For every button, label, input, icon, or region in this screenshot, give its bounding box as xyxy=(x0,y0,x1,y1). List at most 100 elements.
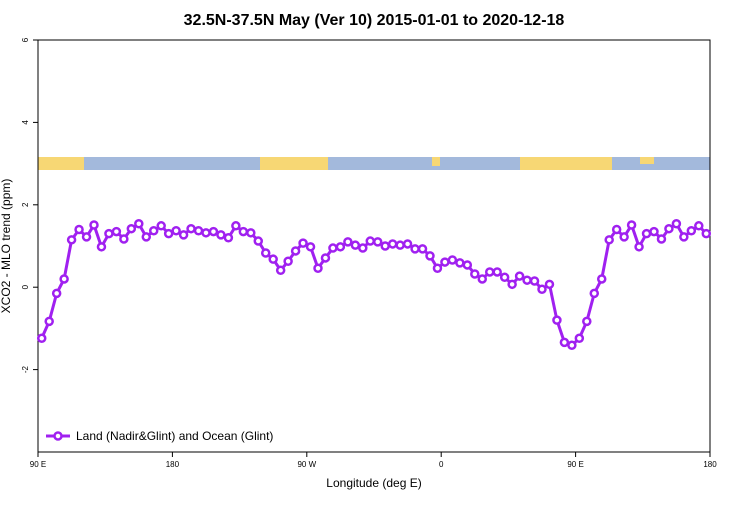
data-point xyxy=(223,233,234,243)
data-point xyxy=(372,237,383,247)
data-point xyxy=(358,243,368,253)
data-point xyxy=(701,228,712,239)
y-tick-label: 6 xyxy=(21,37,30,42)
data-point xyxy=(148,226,159,236)
map-strip xyxy=(38,157,710,170)
data-point xyxy=(275,265,286,276)
data-point xyxy=(313,263,323,273)
legend-label: Land (Nadir&Glint) and Ocean (Glint) xyxy=(76,429,273,443)
data-point xyxy=(641,228,652,239)
data-point xyxy=(470,269,480,279)
data-point xyxy=(111,226,122,237)
data-point xyxy=(36,333,47,344)
data-point xyxy=(499,272,510,283)
data-point xyxy=(679,232,689,242)
data-point xyxy=(582,316,592,327)
data-point xyxy=(171,226,181,236)
data-point xyxy=(544,279,555,290)
data-point xyxy=(290,246,301,256)
chart-title: 32.5N-37.5N May (Ver 10) 2015-01-01 to 2… xyxy=(184,12,565,29)
legend-marker xyxy=(53,431,63,441)
data-point xyxy=(104,228,114,239)
x-tick-label: 0 xyxy=(439,460,444,469)
data-point xyxy=(596,274,607,284)
data-point xyxy=(507,279,517,290)
data-point xyxy=(432,263,443,273)
data-point xyxy=(634,242,644,252)
data-point xyxy=(410,244,420,254)
data-point xyxy=(455,258,465,268)
data-point xyxy=(664,223,674,234)
data-point xyxy=(619,232,629,242)
x-axis-label: Longitude (deg E) xyxy=(326,476,421,490)
data-point xyxy=(201,228,211,238)
data-point xyxy=(387,239,398,249)
data-point xyxy=(305,242,316,252)
data-point xyxy=(268,254,278,264)
x-tick-label: 180 xyxy=(166,460,180,469)
data-point xyxy=(395,240,405,250)
data-point xyxy=(238,226,249,237)
data-point xyxy=(604,235,614,245)
data-point xyxy=(656,234,667,244)
x-tick-label: 180 xyxy=(703,460,717,469)
data-point xyxy=(283,256,293,266)
data-point xyxy=(462,260,473,270)
data-point xyxy=(96,242,107,252)
y-tick-label: 2 xyxy=(21,202,30,207)
data-point xyxy=(440,257,450,267)
data-point xyxy=(141,232,152,242)
data-point xyxy=(350,240,361,250)
data-point xyxy=(126,223,137,234)
data-point xyxy=(163,228,174,239)
data-point xyxy=(574,333,585,344)
data-point xyxy=(74,224,84,235)
data-point xyxy=(193,226,204,236)
data-point xyxy=(253,236,264,246)
data-point xyxy=(589,288,600,299)
data-point xyxy=(59,274,69,284)
data-point xyxy=(567,340,577,351)
data-point xyxy=(216,230,226,240)
data-point xyxy=(343,237,353,247)
x-tick-label: 90 E xyxy=(567,460,583,469)
data-point xyxy=(484,267,495,277)
data-point xyxy=(51,288,62,299)
data-point xyxy=(626,220,637,230)
data-point xyxy=(298,238,308,248)
data-point xyxy=(66,235,77,245)
data-point xyxy=(694,221,704,231)
data-point xyxy=(514,271,525,281)
data-point xyxy=(231,221,241,231)
x-tick-label: 90 E xyxy=(30,460,46,469)
data-point xyxy=(402,239,413,249)
data-point xyxy=(380,241,390,251)
data-point xyxy=(447,255,458,265)
data-point xyxy=(89,220,99,230)
data-point xyxy=(649,226,659,237)
data-point xyxy=(178,230,189,240)
data-point xyxy=(186,223,196,234)
data-point xyxy=(671,219,682,229)
data-point xyxy=(119,234,129,244)
data-point xyxy=(328,243,338,253)
data-point xyxy=(417,244,428,254)
data-point xyxy=(320,253,331,263)
data-point xyxy=(156,221,166,231)
y-axis-label: XCO2 - MLO trend (ppm) xyxy=(0,179,13,314)
data-point xyxy=(537,284,547,295)
plot-frame xyxy=(37,39,711,453)
data-point xyxy=(208,226,219,237)
data-point xyxy=(477,274,488,284)
data-point xyxy=(335,242,346,252)
data-point xyxy=(425,251,435,261)
y-tick-label: 4 xyxy=(21,120,30,125)
data-point xyxy=(686,226,697,236)
data-point xyxy=(365,236,376,246)
x-tick-label: 90 W xyxy=(297,460,316,469)
data-point xyxy=(552,315,562,325)
y-tick-label: -2 xyxy=(21,365,30,373)
data-point xyxy=(529,276,540,286)
data-point xyxy=(492,267,502,277)
